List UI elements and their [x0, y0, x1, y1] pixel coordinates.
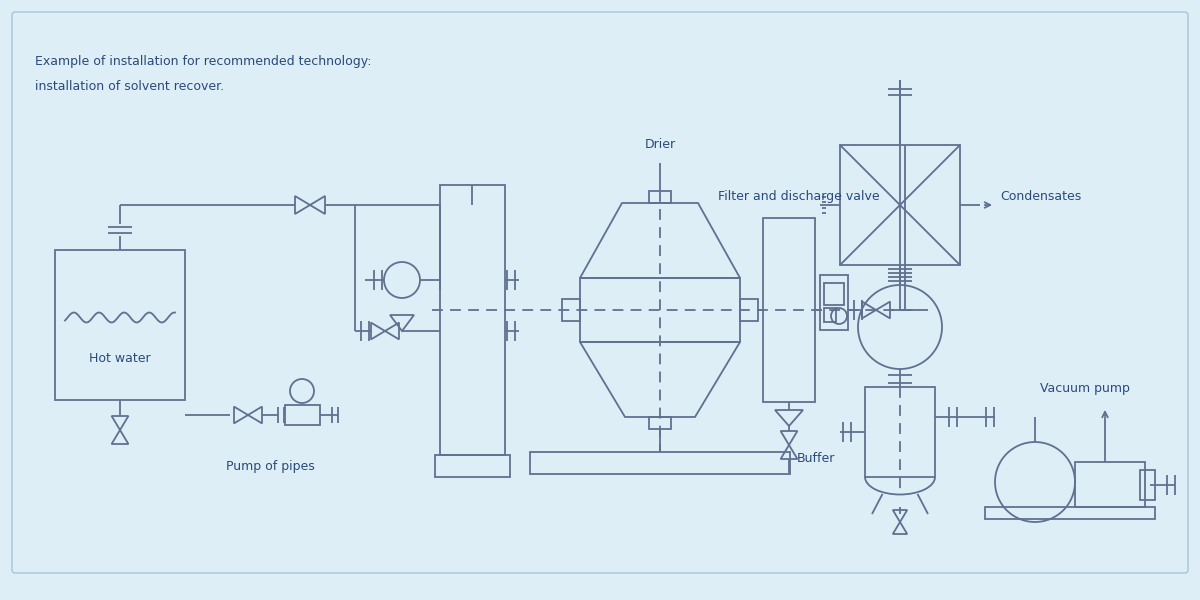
Text: Example of installation for recommended technology:: Example of installation for recommended … [35, 55, 372, 68]
Bar [436, 455, 510, 477]
Text: Drier: Drier [644, 138, 676, 151]
Bar [1140, 470, 1154, 500]
Text: Hot water: Hot water [89, 352, 151, 364]
Bar [763, 218, 815, 402]
Bar [580, 278, 740, 342]
FancyBboxPatch shape [12, 12, 1188, 573]
Text: Condensates: Condensates [1000, 190, 1081, 203]
Bar [562, 299, 580, 321]
Bar [440, 185, 505, 455]
Bar [530, 452, 790, 474]
Text: Filter and discharge valve: Filter and discharge valve [718, 190, 880, 203]
Bar [865, 387, 935, 477]
Bar [840, 145, 960, 265]
Bar [1075, 462, 1145, 507]
Text: Pump of pipes: Pump of pipes [226, 460, 314, 473]
Bar [824, 308, 836, 322]
Text: Buffer: Buffer [797, 452, 835, 465]
Text: installation of solvent recover.: installation of solvent recover. [35, 80, 224, 93]
Bar [649, 417, 671, 429]
Bar [820, 275, 848, 330]
Bar [649, 191, 671, 203]
Bar [286, 405, 320, 425]
Bar [740, 299, 758, 321]
Bar [824, 283, 844, 305]
Bar [985, 507, 1154, 519]
Text: Vacuum pump: Vacuum pump [1040, 382, 1130, 395]
Bar [55, 250, 185, 400]
